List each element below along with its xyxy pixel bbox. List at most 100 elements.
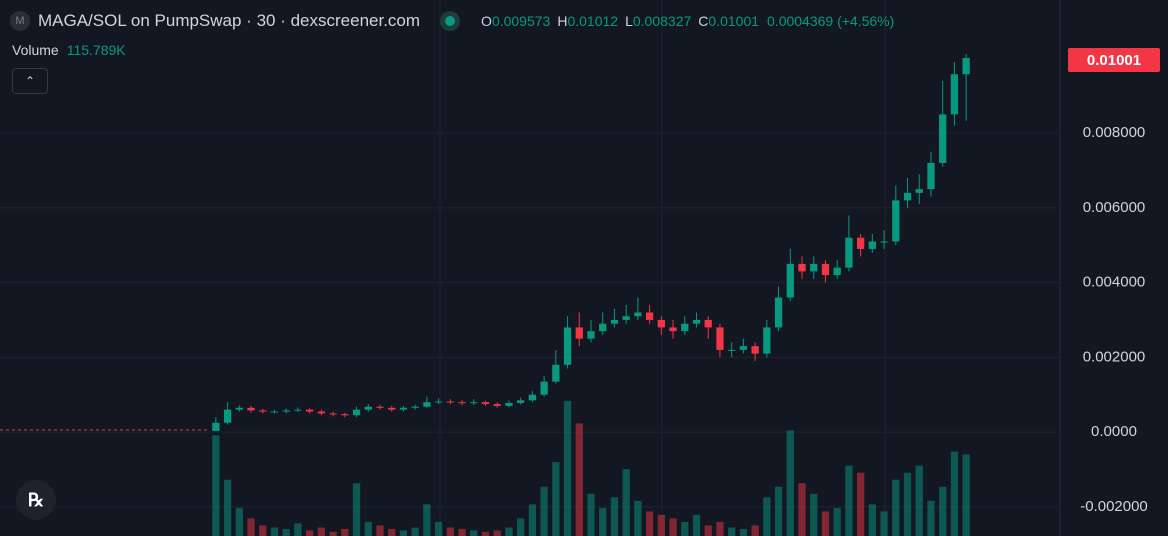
candle-body bbox=[423, 402, 431, 407]
candle-body bbox=[493, 404, 501, 406]
candle-body bbox=[341, 414, 349, 416]
candle-body bbox=[317, 411, 326, 414]
volume-bar bbox=[423, 504, 431, 536]
candle-body bbox=[388, 407, 396, 410]
candle-body bbox=[470, 402, 478, 404]
ohlc-value: 0.008327 bbox=[632, 13, 692, 29]
volume-bar bbox=[317, 527, 326, 536]
candle-body bbox=[821, 263, 830, 276]
candle-body bbox=[622, 316, 630, 320]
volume-bar bbox=[399, 530, 408, 536]
candle-body bbox=[868, 241, 876, 249]
volume-bar bbox=[587, 493, 595, 536]
symbol-icon: M bbox=[10, 11, 30, 31]
candle-body bbox=[681, 323, 689, 332]
volume-bar bbox=[364, 521, 372, 536]
volume-bar bbox=[845, 465, 853, 536]
volume-bar bbox=[528, 504, 537, 536]
volume-bar bbox=[376, 525, 384, 536]
volume-bar bbox=[352, 483, 361, 536]
candle-body bbox=[856, 237, 865, 249]
y-tick-label: 0.004000 bbox=[1083, 274, 1146, 291]
candle-body bbox=[962, 57, 970, 75]
candle-body bbox=[329, 413, 337, 415]
volume-bar bbox=[821, 511, 830, 536]
candle-body bbox=[915, 189, 923, 193]
y-tick-label: -0.002000 bbox=[1080, 498, 1148, 515]
ohlc-key: L bbox=[625, 13, 633, 29]
volume-bar bbox=[892, 479, 900, 536]
candle-body bbox=[270, 411, 279, 413]
ohlc-key: H bbox=[557, 13, 568, 29]
candle-body bbox=[751, 346, 759, 354]
candle-body bbox=[587, 331, 595, 339]
volume-bar bbox=[517, 518, 525, 536]
ohlc-value: 0.01012 bbox=[567, 13, 619, 29]
candle-body bbox=[692, 319, 701, 324]
tv-logo[interactable]: ℞ bbox=[16, 480, 56, 520]
candle-body bbox=[939, 114, 947, 163]
candle-body bbox=[763, 327, 771, 354]
volume-bar bbox=[927, 500, 935, 536]
volume-bar bbox=[704, 525, 712, 536]
volume-bar bbox=[493, 530, 501, 536]
volume-bar bbox=[329, 531, 337, 536]
candle-body bbox=[528, 394, 537, 401]
title: MAGA/SOL on PumpSwap · 30 · dexscreener.… bbox=[38, 11, 421, 30]
volume-bar bbox=[728, 527, 736, 536]
volume-bar bbox=[563, 400, 572, 536]
volume-bar bbox=[411, 527, 419, 536]
volume-legend: Volume 115.789K bbox=[12, 42, 126, 58]
candle-body bbox=[880, 241, 888, 243]
volume-bar bbox=[716, 521, 724, 536]
volume-title: Volume bbox=[12, 42, 59, 58]
candle-body bbox=[903, 192, 912, 201]
volume-bar bbox=[868, 504, 876, 536]
volume-bar bbox=[235, 507, 243, 536]
volume-bar bbox=[599, 507, 607, 536]
y-tick-label: 0.006000 bbox=[1083, 199, 1146, 216]
volume-bar bbox=[915, 465, 923, 536]
candle-body bbox=[411, 406, 419, 408]
candle-body bbox=[657, 319, 665, 328]
candle-body bbox=[223, 409, 232, 423]
candle-body bbox=[399, 407, 408, 410]
volume-bar bbox=[552, 462, 560, 536]
candle-body bbox=[505, 402, 513, 406]
candle-body bbox=[294, 409, 302, 411]
candle-body bbox=[927, 162, 935, 190]
candle-body bbox=[634, 312, 642, 317]
candle-body bbox=[599, 323, 607, 332]
candle-body bbox=[282, 410, 290, 412]
change: 0.0004369 (+4.56%) bbox=[767, 13, 895, 29]
candle-body bbox=[259, 410, 267, 412]
price-tag-label: 0.01001 bbox=[1087, 52, 1141, 69]
candle-body bbox=[376, 406, 384, 408]
candle-body bbox=[517, 400, 525, 403]
status-dot bbox=[440, 11, 461, 31]
volume-bar bbox=[833, 507, 841, 536]
volume-bar bbox=[774, 486, 783, 536]
candle-body bbox=[540, 381, 548, 395]
header: M MAGA/SOL on PumpSwap · 30 · dexscreene… bbox=[0, 8, 894, 34]
ohlc-value: 0.009573 bbox=[491, 13, 551, 29]
candle-body bbox=[235, 407, 243, 410]
volume-bar bbox=[786, 430, 794, 536]
candle-body bbox=[575, 327, 583, 339]
candle-body bbox=[833, 267, 841, 276]
y-tick-label: 0.0000 bbox=[1091, 423, 1137, 440]
volume-bar bbox=[470, 530, 478, 536]
candle-body bbox=[798, 263, 806, 272]
candle-body bbox=[458, 402, 466, 404]
y-tick-label: 0.002000 bbox=[1083, 348, 1146, 365]
candle-body bbox=[728, 349, 736, 351]
volume-value: 115.789K bbox=[66, 42, 126, 58]
collapse-button[interactable]: ⌃ bbox=[12, 68, 48, 94]
volume-bar bbox=[306, 530, 314, 536]
volume-bar bbox=[962, 454, 970, 536]
candle-body bbox=[247, 407, 255, 411]
volume-bar bbox=[657, 514, 665, 536]
candle-body bbox=[364, 406, 372, 410]
